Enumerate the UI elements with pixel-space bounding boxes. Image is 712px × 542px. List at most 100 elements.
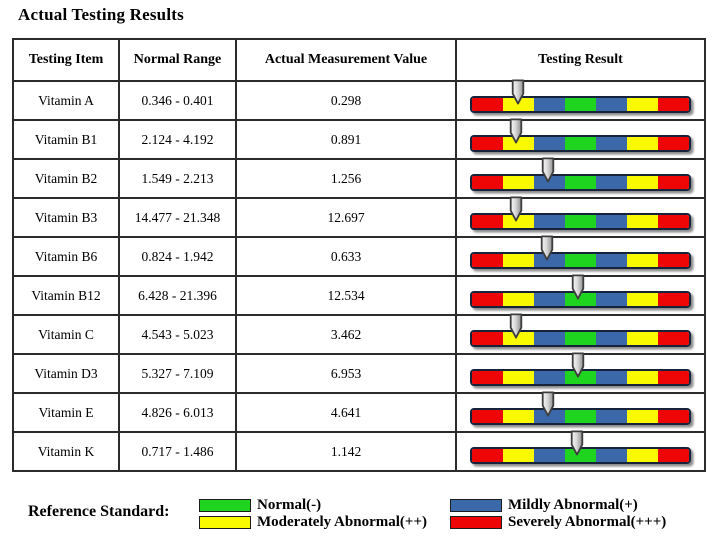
scale-segment: [472, 449, 503, 462]
scale-segment: [627, 176, 658, 189]
scale-segment: [627, 254, 658, 267]
severity-scale-bar: [470, 369, 691, 386]
legend-item-moderately-abnormal: Moderately Abnormal(++): [199, 514, 427, 531]
scale-segment: [534, 215, 565, 228]
cell-normal-range: 14.477 - 21.348: [118, 197, 237, 238]
scale-segment: [534, 410, 565, 423]
header-testing-result: Testing Result: [455, 38, 706, 82]
cell-value: 0.298: [235, 80, 457, 121]
severity-scale-bar: [470, 408, 691, 425]
scale-segment: [503, 176, 534, 189]
scale-segment: [627, 449, 658, 462]
scale-segment: [658, 215, 689, 228]
cell-value: 1.142: [235, 431, 457, 472]
legend-text: Severely Abnormal(+++): [508, 514, 667, 530]
cell-result: [455, 315, 706, 355]
cell-normal-range: 4.543 - 5.023: [118, 314, 237, 355]
cell-result: [455, 393, 706, 433]
cell-normal-range: 5.327 - 7.109: [118, 353, 237, 394]
cell-value: 1.256: [235, 158, 457, 199]
cell-item: Vitamin B6: [12, 236, 120, 277]
scale-segment: [472, 98, 503, 111]
scale-segment: [658, 371, 689, 384]
scale-segment: [658, 410, 689, 423]
table-row: Vitamin K 0.717 - 1.486 1.142: [12, 431, 706, 472]
scale-segment: [596, 215, 627, 228]
scale-segment: [534, 293, 565, 306]
cell-normal-range: 0.824 - 1.942: [118, 236, 237, 277]
scale-segment: [658, 176, 689, 189]
cell-result: [455, 237, 706, 277]
cell-value: 12.697: [235, 197, 457, 238]
page-title: Actual Testing Results: [18, 5, 184, 24]
cell-result: [455, 81, 706, 121]
results-table: Testing Item Normal Range Actual Measure…: [12, 38, 706, 472]
severity-scale-bar: [470, 291, 691, 308]
legend-item-mildly-abnormal: Mildly Abnormal(+): [450, 497, 638, 514]
table-row: Vitamin C 4.543 - 5.023 3.462: [12, 314, 706, 355]
scale-segment: [627, 98, 658, 111]
cell-item: Vitamin B1: [12, 119, 120, 160]
scale-segment: [503, 332, 534, 345]
result-bar: [470, 174, 691, 191]
cell-normal-range: 0.717 - 1.486: [118, 431, 237, 472]
table-row: Vitamin E 4.826 - 6.013 4.641: [12, 392, 706, 433]
legend-swatch-yellow: [199, 516, 251, 529]
cell-value: 4.641: [235, 392, 457, 433]
result-bar: [470, 447, 691, 464]
cell-item: Vitamin B3: [12, 197, 120, 238]
scale-segment: [534, 137, 565, 150]
scale-segment: [472, 176, 503, 189]
scale-segment: [596, 449, 627, 462]
cell-item: Vitamin B2: [12, 158, 120, 199]
cell-item: Vitamin A: [12, 80, 120, 121]
scale-segment: [472, 137, 503, 150]
scale-segment: [565, 176, 596, 189]
scale-segment: [565, 332, 596, 345]
cell-value: 0.633: [235, 236, 457, 277]
reference-standard-label: Reference Standard:: [28, 503, 170, 520]
scale-segment: [658, 449, 689, 462]
result-bar: [470, 369, 691, 386]
scale-segment: [534, 176, 565, 189]
scale-segment: [503, 98, 534, 111]
severity-scale-bar: [470, 330, 691, 347]
scale-segment: [503, 410, 534, 423]
scale-segment: [472, 215, 503, 228]
table-row: Vitamin A 0.346 - 0.401 0.298: [12, 80, 706, 121]
scale-segment: [596, 176, 627, 189]
scale-segment: [534, 332, 565, 345]
scale-segment: [534, 449, 565, 462]
scale-segment: [596, 332, 627, 345]
scale-segment: [627, 410, 658, 423]
table-row: Vitamin B2 1.549 - 2.213 1.256: [12, 158, 706, 199]
table-row: Vitamin B1 2.124 - 4.192 0.891: [12, 119, 706, 160]
cell-normal-range: 2.124 - 4.192: [118, 119, 237, 160]
cell-result: [455, 159, 706, 199]
scale-segment: [596, 371, 627, 384]
severity-scale-bar: [470, 174, 691, 191]
scale-segment: [596, 137, 627, 150]
scale-segment: [472, 332, 503, 345]
severity-scale-bar: [470, 96, 691, 113]
cell-result: [455, 432, 706, 472]
cell-normal-range: 1.549 - 2.213: [118, 158, 237, 199]
scale-segment: [565, 215, 596, 228]
scale-segment: [596, 98, 627, 111]
legend-item-severely-abnormal: Severely Abnormal(+++): [450, 514, 666, 531]
legend-swatch-blue: [450, 499, 502, 512]
scale-segment: [503, 293, 534, 306]
legend-text: Normal(-): [257, 497, 322, 513]
result-bar: [470, 135, 691, 152]
scale-segment: [565, 371, 596, 384]
cell-item: Vitamin B12: [12, 275, 120, 316]
cell-value: 3.462: [235, 314, 457, 355]
scale-segment: [627, 215, 658, 228]
table-row: Vitamin D3 5.327 - 7.109 6.953: [12, 353, 706, 394]
scale-segment: [627, 137, 658, 150]
cell-item: Vitamin D3: [12, 353, 120, 394]
header-normal-range: Normal Range: [118, 38, 237, 82]
scale-segment: [503, 254, 534, 267]
cell-result: [455, 276, 706, 316]
cell-value: 0.891: [235, 119, 457, 160]
